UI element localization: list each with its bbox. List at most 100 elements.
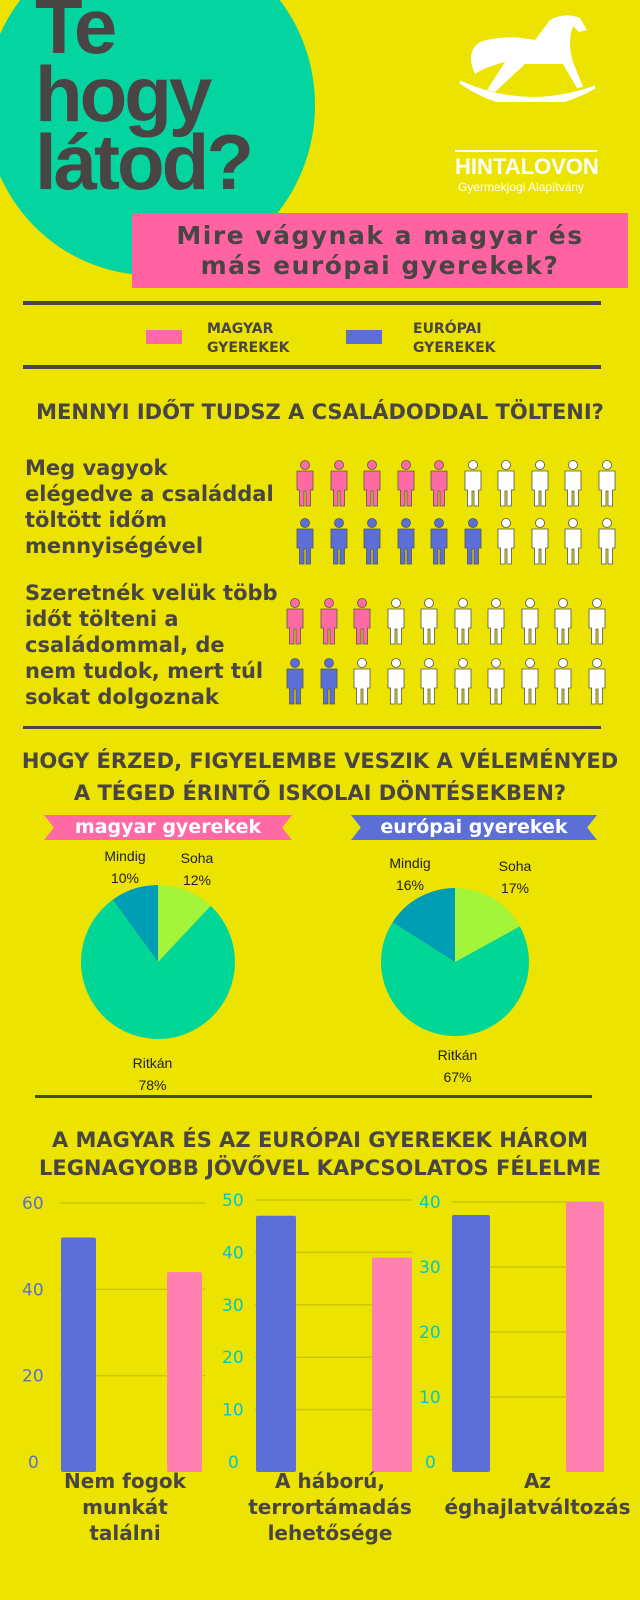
main-title: Te hogy látod? bbox=[35, 0, 254, 206]
bar-magyar bbox=[372, 1257, 412, 1472]
brand-name: HINTALOVON bbox=[455, 150, 599, 180]
person-icon bbox=[330, 460, 347, 507]
subtitle-banner: Mire vágynak a magyar és más európai gye… bbox=[132, 213, 628, 288]
pie-label-ritkan: Ritkán 78% bbox=[132, 1055, 173, 1093]
legend-label-europai: EURÓPAI GYEREKEK bbox=[413, 321, 496, 356]
person-icon bbox=[454, 658, 471, 705]
rocking-horse-logo-icon bbox=[459, 15, 596, 102]
y-tick-label: 40 bbox=[222, 1243, 244, 1263]
y-tick-label: 50 bbox=[222, 1191, 244, 1211]
person-icon bbox=[487, 598, 505, 645]
person-icon bbox=[353, 658, 371, 705]
person-icon bbox=[420, 658, 438, 705]
divider bbox=[35, 1095, 592, 1098]
subtitle-line: Mire vágynak a magyar és bbox=[176, 221, 584, 250]
legend-swatch-magyar bbox=[146, 330, 182, 344]
person-icon bbox=[330, 518, 347, 565]
section1-heading: MENNYI IDŐT TUDSZ A CSALÁDODDAL TÖLTENI? bbox=[36, 400, 604, 424]
pie-slice-soha bbox=[455, 887, 520, 962]
person-icon bbox=[521, 658, 538, 705]
person-icon bbox=[286, 658, 304, 705]
bar-category-label: A háború, terrortámadás lehetősége bbox=[248, 1469, 412, 1545]
bar-magyar bbox=[167, 1272, 202, 1472]
person-icon bbox=[363, 518, 381, 565]
y-tick-label: 20 bbox=[222, 1348, 244, 1368]
pie-charts bbox=[80, 885, 529, 1039]
pie-slice-ritkán bbox=[380, 922, 529, 1036]
pie-slice-mindig bbox=[392, 888, 455, 962]
person-icon bbox=[430, 460, 448, 507]
person-icon bbox=[320, 658, 337, 705]
divider bbox=[23, 365, 601, 369]
question-2-text: Szeretnék velük több időt tölteni a család… bbox=[25, 581, 278, 709]
y-tick-label: 30 bbox=[419, 1258, 441, 1278]
person-icon bbox=[387, 658, 404, 705]
person-icon bbox=[363, 460, 381, 507]
person-icon bbox=[554, 598, 572, 645]
person-icon bbox=[564, 460, 582, 507]
legend-swatch-europai bbox=[346, 330, 382, 344]
subtitle-line: más európai gyerekek? bbox=[200, 251, 560, 280]
section2-heading: HOGY ÉRZED, FIGYELEMBE VESZIK A VÉLEMÉNY… bbox=[21, 749, 619, 805]
y-tick-label: 10 bbox=[222, 1401, 244, 1421]
person-icon bbox=[487, 658, 505, 705]
bar-europai bbox=[256, 1215, 296, 1472]
divider bbox=[23, 301, 601, 305]
brand-subtitle: Gyermekjogi Alapítvány bbox=[458, 180, 585, 194]
person-icon bbox=[464, 518, 481, 565]
legend-label-magyar: MAGYAR GYEREKEK bbox=[207, 321, 290, 356]
person-icon bbox=[420, 598, 438, 645]
person-icon bbox=[296, 460, 314, 507]
ribbon-europai: európai gyerekek bbox=[351, 815, 597, 840]
ribbon-magyar: magyar gyerekek bbox=[44, 815, 292, 840]
bar-category-label: Az éghajlatváltozás bbox=[444, 1469, 631, 1519]
pie-label-mindig: Mindig 16% bbox=[389, 855, 431, 893]
title-line: Te bbox=[35, 0, 117, 70]
bar-category-label: Nem fogok munkát találni bbox=[64, 1469, 186, 1545]
title-line: látod? bbox=[35, 118, 254, 206]
person-icon bbox=[564, 518, 582, 565]
y-tick-label: 60 bbox=[22, 1194, 44, 1214]
person-icon bbox=[387, 598, 404, 645]
y-tick-label: 0 bbox=[228, 1453, 239, 1473]
y-tick-label: 30 bbox=[222, 1296, 244, 1316]
person-icon bbox=[531, 460, 548, 507]
person-icon bbox=[320, 598, 337, 645]
person-icon bbox=[588, 598, 605, 645]
pie-slice-soha bbox=[158, 885, 211, 962]
person-icon bbox=[598, 518, 615, 565]
pie-label-soha: Soha 12% bbox=[180, 850, 214, 888]
y-tick-label: 10 bbox=[419, 1388, 441, 1408]
divider bbox=[23, 726, 601, 729]
person-icon bbox=[397, 460, 414, 507]
person-icon bbox=[430, 518, 448, 565]
person-icon bbox=[554, 658, 572, 705]
bar-charts: 0 20 40 60 0 10 20 30 40 50 0 10 20 30 40 bbox=[22, 1191, 604, 1473]
person-icon bbox=[497, 460, 515, 507]
person-icon bbox=[588, 658, 605, 705]
title-line: hogy bbox=[35, 50, 212, 138]
y-tick-label: 40 bbox=[22, 1280, 44, 1300]
pie-label-mindig: Mindig 10% bbox=[104, 848, 146, 886]
bar-europai bbox=[452, 1215, 490, 1472]
person-icon bbox=[353, 598, 371, 645]
y-tick-label: 20 bbox=[419, 1323, 441, 1343]
pie-slice-ritkán bbox=[80, 899, 235, 1039]
person-icon bbox=[598, 460, 615, 507]
person-icon bbox=[497, 518, 515, 565]
pie-label-ritkan: Ritkán 67% bbox=[437, 1047, 478, 1085]
y-tick-label: 0 bbox=[28, 1453, 39, 1473]
y-tick-label: 20 bbox=[22, 1367, 44, 1387]
pie-label-soha: Soha 17% bbox=[498, 858, 532, 896]
person-icon bbox=[531, 518, 548, 565]
pie-slice-mindig bbox=[112, 885, 158, 962]
y-tick-label: 0 bbox=[425, 1453, 436, 1473]
bar-magyar bbox=[566, 1202, 604, 1472]
section3-heading: A MAGYAR ÉS AZ EURÓPAI GYEREKEK HÁROM LEG… bbox=[38, 1128, 602, 1180]
person-icon bbox=[521, 598, 538, 645]
y-tick-label: 40 bbox=[419, 1193, 441, 1213]
question-1-text: Meg vagyok elégedve a családdal töltött id… bbox=[25, 456, 274, 558]
person-icon bbox=[296, 518, 314, 565]
person-icon bbox=[397, 518, 414, 565]
person-icon bbox=[464, 460, 481, 507]
